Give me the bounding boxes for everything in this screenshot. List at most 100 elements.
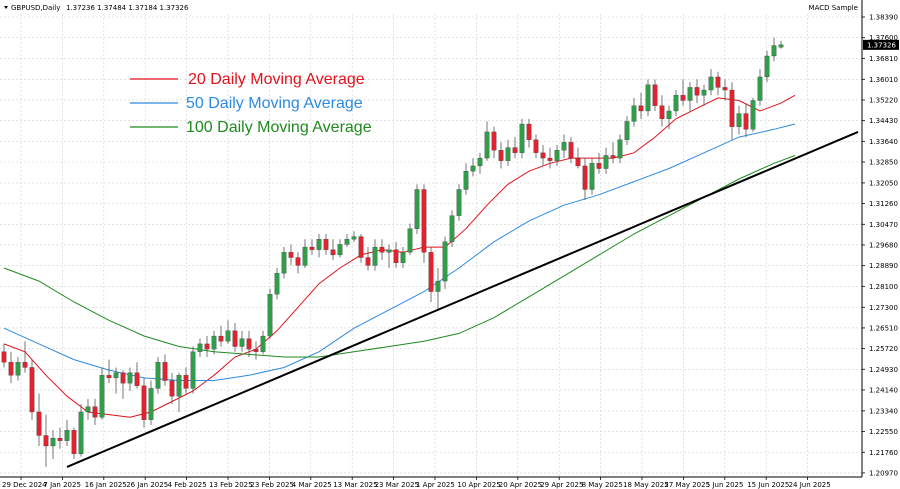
candle-body bbox=[281, 252, 287, 274]
legend: 20 Daily Moving Average 50 Daily Moving A… bbox=[130, 71, 372, 136]
x-tick-label: 8 May 2025 bbox=[582, 481, 623, 489]
candle-body bbox=[442, 241, 448, 282]
x-tick-label: 27 May 2025 bbox=[664, 481, 710, 489]
candle-body bbox=[267, 294, 273, 337]
candle-body bbox=[239, 338, 245, 347]
candle-body bbox=[505, 147, 511, 161]
candle-body bbox=[50, 437, 56, 447]
x-tick-label: 13 Feb 2025 bbox=[209, 481, 253, 489]
candle-body bbox=[232, 330, 238, 347]
x-tick-label: 7 Jan 2025 bbox=[43, 481, 81, 489]
candle-body bbox=[589, 163, 595, 190]
y-tick-label: 1.30470 bbox=[869, 221, 898, 229]
candle-body bbox=[337, 244, 343, 256]
candle-body bbox=[533, 139, 539, 153]
indicator-name: MACD Sample bbox=[809, 4, 858, 12]
candle-body bbox=[582, 165, 588, 190]
candle-body bbox=[211, 335, 217, 350]
ma100-line bbox=[3, 155, 796, 358]
x-tick-label: 20 Apr 2025 bbox=[499, 481, 542, 489]
candle-body bbox=[57, 437, 63, 441]
candle-body bbox=[176, 375, 182, 397]
candle-body bbox=[253, 348, 259, 352]
x-tick-label: 23 Mar 2025 bbox=[375, 481, 419, 489]
candle-body bbox=[29, 367, 35, 413]
legend-label: 20 Daily Moving Average bbox=[188, 71, 365, 88]
y-tick-label: 1.32850 bbox=[869, 158, 898, 166]
candle-body bbox=[617, 139, 623, 159]
candle-body bbox=[715, 76, 721, 88]
candle-body bbox=[666, 110, 672, 119]
symbol-dropdown-icon[interactable] bbox=[4, 6, 8, 9]
candle-body bbox=[127, 372, 133, 384]
candle-body bbox=[631, 105, 637, 122]
candle-body bbox=[92, 406, 98, 418]
candle-body bbox=[449, 215, 455, 242]
candle-body bbox=[435, 280, 441, 292]
y-tick-label: 1.28890 bbox=[869, 262, 898, 270]
candle-body bbox=[162, 362, 168, 381]
support-trendline bbox=[66, 130, 859, 468]
x-tick-label: 24 Jun 2025 bbox=[789, 481, 831, 489]
y-tick-label: 1.28100 bbox=[869, 283, 898, 291]
y-tick-label: 1.36810 bbox=[869, 55, 898, 63]
candle-body bbox=[687, 87, 693, 101]
candle-body bbox=[274, 273, 280, 295]
x-tick-label: 29 Apr 2025 bbox=[540, 481, 583, 489]
candle-body bbox=[554, 150, 560, 161]
candle-body bbox=[15, 362, 21, 376]
candle-body bbox=[1, 351, 7, 363]
candle-body bbox=[204, 343, 210, 350]
candle-body bbox=[43, 435, 49, 447]
candle-body bbox=[155, 362, 161, 389]
candle-body bbox=[603, 155, 609, 169]
candle-body bbox=[652, 84, 658, 106]
current-price-tag bbox=[863, 39, 899, 50]
candle-body bbox=[393, 249, 399, 263]
y-tick-label: 1.25720 bbox=[869, 345, 898, 353]
candle-body bbox=[148, 388, 154, 420]
y-tick-label: 1.32050 bbox=[869, 179, 898, 187]
candle-body bbox=[260, 335, 266, 352]
candle-body bbox=[764, 55, 770, 78]
y-tick-label: 1.37600 bbox=[869, 34, 898, 42]
candle-body bbox=[358, 236, 364, 258]
candle-body bbox=[701, 89, 707, 96]
candle-body bbox=[673, 95, 679, 112]
y-tick-label: 1.24930 bbox=[869, 366, 898, 374]
candle-body bbox=[372, 246, 378, 266]
ohlc-readout: 1.37236 1.37484 1.37184 1.37326 bbox=[66, 4, 189, 12]
x-tick-label: 18 May 2025 bbox=[623, 481, 669, 489]
candle-body bbox=[540, 152, 546, 159]
x-tick-label: 4 Mar 2025 bbox=[292, 481, 332, 489]
y-tick-label: 1.24140 bbox=[869, 386, 898, 394]
x-tick-label: 4 Feb 2025 bbox=[168, 481, 207, 489]
candle-body bbox=[645, 84, 651, 112]
chart-header: GBPUSD,Daily 1.37236 1.37484 1.37184 1.3… bbox=[4, 4, 858, 12]
y-tick-label: 1.22550 bbox=[869, 428, 898, 436]
candle-body bbox=[512, 147, 518, 153]
y-tick-label: 1.29680 bbox=[869, 241, 898, 249]
y-tick-label: 1.35220 bbox=[869, 96, 898, 104]
candle-body bbox=[141, 385, 147, 420]
candle-body bbox=[596, 163, 602, 169]
candle-body bbox=[78, 411, 84, 454]
candle-body bbox=[456, 189, 462, 216]
candle-body bbox=[379, 246, 385, 253]
candle-body bbox=[484, 131, 490, 159]
candle-body bbox=[183, 375, 189, 389]
candle-body bbox=[414, 189, 420, 229]
candle-body bbox=[421, 189, 427, 253]
candle-body bbox=[197, 343, 203, 352]
symbol-label: GBPUSD,Daily bbox=[11, 4, 60, 12]
candle-body bbox=[638, 105, 644, 112]
trendline-layer bbox=[66, 130, 859, 468]
candle-body bbox=[190, 351, 196, 389]
candle-body bbox=[736, 113, 742, 127]
candle-body bbox=[400, 252, 406, 263]
candle-body bbox=[246, 338, 252, 350]
y-tick-label: 1.21760 bbox=[869, 449, 898, 457]
